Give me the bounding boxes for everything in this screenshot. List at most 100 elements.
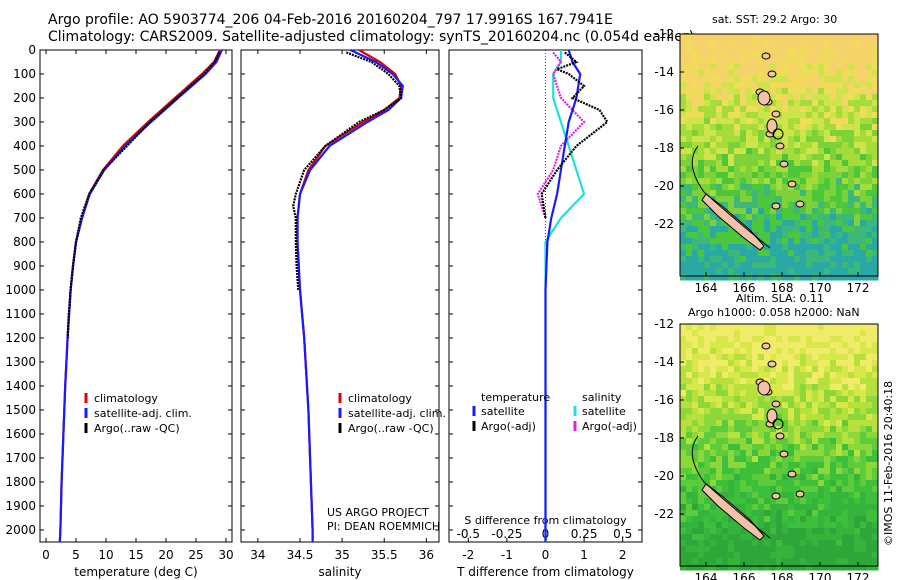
sla-map-pixel — [788, 534, 795, 541]
sla-map-pixel — [686, 354, 693, 361]
sla-map-pixel — [782, 348, 789, 355]
sla-map-pixel — [680, 474, 687, 481]
sst-map-pixel — [866, 154, 873, 161]
sla-map-pixel — [770, 516, 777, 523]
sst-map-pixel — [752, 190, 759, 197]
sst-map-pixel — [770, 46, 777, 53]
sst-map-pixel — [770, 244, 777, 251]
sst-map-pixel — [698, 238, 705, 245]
sst-map-pixel — [794, 118, 801, 125]
sst-map-pixel — [800, 214, 807, 221]
sst-map-pixel — [788, 70, 795, 77]
sla-map-pixel — [686, 336, 693, 343]
sla-map-pixel — [824, 408, 831, 415]
sla-map-pixel — [776, 414, 783, 421]
sla-map-pixel — [704, 396, 711, 403]
sla-map-pixel — [698, 438, 705, 445]
sst-map-pixel — [872, 250, 879, 257]
sst-map-pixel — [794, 166, 801, 173]
sst-map-pixel — [830, 268, 837, 275]
sla-map-pixel — [830, 480, 837, 487]
sst-map-pixel — [686, 100, 693, 107]
sla-map-pixel — [860, 486, 867, 493]
sla-map-pixel — [830, 552, 837, 559]
sla-map-pixel — [860, 348, 867, 355]
sst-map-pixel — [746, 202, 753, 209]
sla-map-pixel — [716, 408, 723, 415]
sla-map-pixel — [860, 360, 867, 367]
sla-map-pixel — [752, 396, 759, 403]
sst-map-pixel — [722, 268, 729, 275]
sst-map-pixel — [866, 184, 873, 191]
sst-map-pixel — [728, 244, 735, 251]
sst-map-pixel — [818, 202, 825, 209]
sla-map-pixel — [698, 522, 705, 529]
sla-map-pixel — [740, 564, 747, 571]
sla-map-pixel — [788, 498, 795, 505]
sst-map-pixel — [752, 244, 759, 251]
sst-map-pixel — [710, 172, 717, 179]
sst-map-pixel — [680, 100, 687, 107]
sla-map-pixel — [728, 354, 735, 361]
sla-map-pixel — [782, 486, 789, 493]
sst-map-pixel — [728, 58, 735, 65]
salinity-legend-label: satellite-adj. clim. — [348, 407, 446, 420]
sla-map-pixel — [794, 330, 801, 337]
sla-map-pixel — [722, 510, 729, 517]
sst-map-pixel — [734, 46, 741, 53]
sst-map-pixel — [788, 166, 795, 173]
sla-map-pixel — [848, 474, 855, 481]
sla-map-pixel — [812, 534, 819, 541]
sla-map-pixel — [806, 366, 813, 373]
sst-map-pixel — [752, 250, 759, 257]
sst-map-pixel — [746, 70, 753, 77]
sla-map-pixel — [752, 324, 759, 331]
sla-map-pixel — [842, 540, 849, 547]
sst-map-pixel — [794, 268, 801, 275]
sst-map-pixel — [782, 238, 789, 245]
sla-map-pixel — [758, 438, 765, 445]
sla-map-pixel — [764, 480, 771, 487]
sla-map-pixel — [764, 462, 771, 469]
sla-map-pixel — [716, 480, 723, 487]
sst-map-pixel — [782, 76, 789, 83]
sst-map-pixel — [752, 64, 759, 71]
sla-map-pixel — [782, 324, 789, 331]
sst-map-pixel — [830, 124, 837, 131]
sst-map-pixel — [698, 88, 705, 95]
sst-map-pixel — [704, 178, 711, 185]
sst-map-pixel — [770, 52, 777, 59]
sst-map-pixel — [872, 58, 879, 65]
sst-map-pixel — [746, 178, 753, 185]
sst-map-pixel — [830, 76, 837, 83]
sst-map-pixel — [776, 70, 783, 77]
sst-map-pixel — [830, 100, 837, 107]
sst-map-pixel — [782, 172, 789, 179]
sla-map-pixel — [740, 486, 747, 493]
sla-map-pixel — [752, 564, 759, 571]
sla-map-pixel — [728, 456, 735, 463]
sst-map-island — [775, 142, 785, 150]
sst-map-pixel — [722, 76, 729, 83]
sla-map-pixel — [728, 324, 735, 331]
sla-map-pixel — [860, 390, 867, 397]
sla-map-pixel — [794, 360, 801, 367]
sst-map-pixel — [752, 136, 759, 143]
sst-map-pixel — [734, 112, 741, 119]
sla-map-pixel — [848, 450, 855, 457]
sla-map-pixel — [698, 456, 705, 463]
sla-map-pixel — [872, 528, 879, 535]
sst-map-pixel — [854, 88, 861, 95]
sst-map-pixel — [686, 112, 693, 119]
sla-map-pixel — [794, 552, 801, 559]
sst-map-pixel — [728, 106, 735, 113]
sla-map-pixel — [752, 540, 759, 547]
sst-map-pixel — [854, 178, 861, 185]
sla-map-pixel — [764, 486, 771, 493]
sst-map-pixel — [680, 178, 687, 185]
sst-map-pixel — [752, 142, 759, 149]
sst-map-pixel — [680, 262, 687, 269]
sla-map-pixel — [704, 534, 711, 541]
sst-map-pixel — [704, 184, 711, 191]
sla-map-pixel — [740, 456, 747, 463]
